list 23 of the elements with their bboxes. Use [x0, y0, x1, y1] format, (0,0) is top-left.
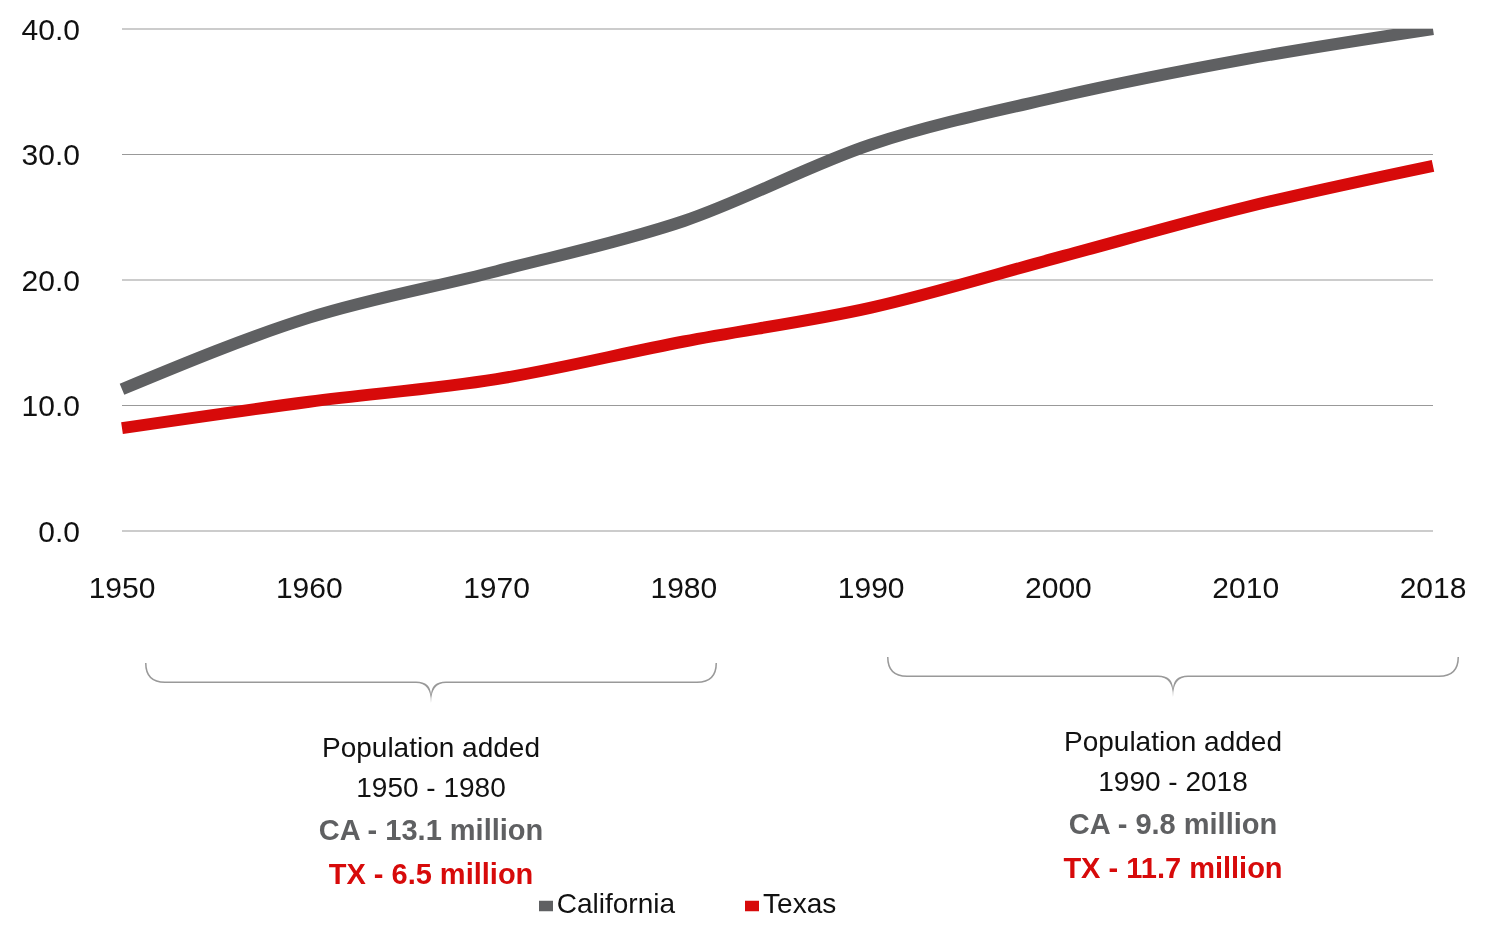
- y-tick-label: 20.0: [21, 263, 80, 297]
- y-tick-label: 0.0: [38, 514, 80, 548]
- text: CA - 9.8 million: [1067, 807, 1279, 842]
- x-tick-label: 1950: [88, 571, 156, 605]
- y-tick-label: 30.0: [21, 138, 80, 172]
- text: 1990 - 2018: [1097, 765, 1249, 799]
- x-tick-label: 2000: [1025, 571, 1092, 605]
- text: 1950 - 1980: [355, 771, 507, 805]
- text: Population added: [1063, 725, 1283, 759]
- x-tick-label: 1990: [837, 571, 905, 605]
- text: TX - 6.5 million: [328, 858, 534, 890]
- y-tick-label: 40.0: [21, 12, 80, 46]
- y-tick-label: 10.0: [21, 389, 80, 423]
- text: CA - 13.1 million: [317, 813, 545, 848]
- legend-label: California: [556, 888, 676, 919]
- x-tick-label: 2018: [1399, 571, 1467, 605]
- x-tick-label: 2010: [1212, 571, 1280, 605]
- x-tick-label: 1960: [275, 571, 343, 605]
- legend-label: Texas: [763, 888, 837, 919]
- text: TX - 11.7 million: [1062, 851, 1284, 886]
- text: Population added: [321, 731, 541, 765]
- x-tick-label: 1970: [463, 571, 530, 605]
- x-tick-label: 1980: [650, 571, 718, 605]
